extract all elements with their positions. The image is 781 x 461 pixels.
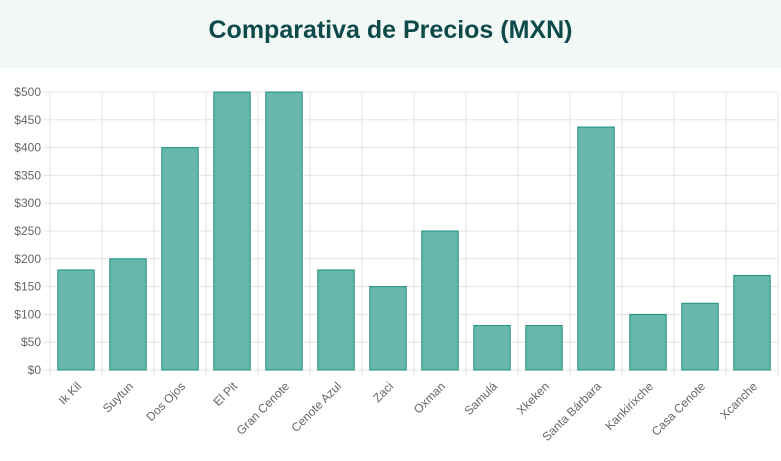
y-tick-label: $300: [14, 196, 41, 210]
y-tick-label: $100: [14, 307, 41, 321]
y-tick-label: $250: [14, 224, 41, 238]
bar: [681, 302, 719, 371]
bar: [213, 91, 251, 371]
y-tick-label: $400: [14, 141, 41, 155]
x-tick-label: Samulá: [461, 379, 500, 418]
bar: [57, 269, 95, 371]
bar: [577, 126, 615, 371]
bar: [109, 258, 147, 371]
bar-chart: $0 $50 $100 $150 $200 $250 $300 $350 $400 $450 $50…: [14, 85, 779, 444]
x-tick-label: El Pit: [210, 379, 240, 409]
x-tick-label: Ik Kil: [56, 379, 84, 407]
chart-title: Comparativa de Precios (MXN): [208, 16, 573, 44]
x-tick-label: Zaci: [370, 379, 396, 405]
y-tick-label: $0: [28, 363, 42, 377]
chart-header: Comparativa de Precios (MXN): [0, 0, 781, 68]
x-tick-label: Suytun: [100, 379, 136, 415]
bar: [421, 230, 459, 371]
bar: [161, 147, 199, 371]
y-tick-label: $500: [14, 85, 41, 99]
bar: [369, 286, 407, 371]
y-tick-label: $200: [14, 252, 41, 266]
x-tick-label: Cenote Azul: [288, 379, 344, 435]
bar: [265, 91, 303, 371]
x-tick-label: Dos Ojos: [143, 379, 188, 424]
x-tick-label: Oxman: [411, 379, 448, 416]
bar: [629, 313, 667, 371]
y-tick-label: $450: [14, 113, 41, 127]
x-tick-label: Xkeken: [514, 379, 552, 417]
y-tick-label: $50: [21, 335, 41, 349]
y-tick-label: $350: [14, 168, 41, 182]
x-tick-label: Xcanche: [717, 379, 760, 422]
x-tick-label: Casa Cenote: [649, 379, 709, 439]
x-tick-label: Gran Cenote: [234, 379, 293, 438]
chart-area: $0 $50 $100 $150 $200 $250 $300 $350 $400 $450 $50…: [0, 68, 781, 456]
bar: [525, 325, 563, 371]
bar: [317, 269, 355, 371]
y-tick-label: $150: [14, 280, 41, 294]
bar: [473, 325, 511, 371]
x-tick-label: Kankirixche: [602, 379, 656, 433]
bar: [733, 274, 771, 371]
